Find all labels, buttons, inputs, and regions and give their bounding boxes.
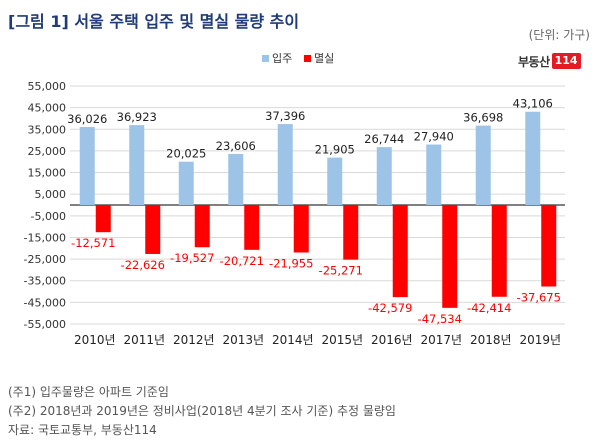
data-label-demolition: -37,675 [517, 291, 561, 305]
bar-demolition [442, 205, 458, 308]
data-label-move-in: 36,026 [67, 112, 107, 126]
bar-move-in [178, 161, 194, 205]
brand-logo: 부동산 114 [518, 52, 581, 70]
bar-demolition [145, 205, 161, 254]
bar-demolition [491, 205, 507, 297]
data-label-move-in: 27,940 [414, 130, 454, 144]
bar-move-in [525, 111, 541, 205]
x-tick-label: 2012년 [173, 333, 215, 347]
x-tick-label: 2017년 [420, 333, 462, 347]
legend-swatch-demolition [304, 55, 311, 62]
x-axis-ticks: 2010년 2011년 2012년 2013년 2014년 2015년 2016년 2017년… [74, 333, 561, 347]
data-label-demolition: -25,271 [319, 264, 363, 278]
y-tick-label: 15,000 [28, 167, 67, 180]
legend-swatch-move-in [262, 55, 269, 62]
data-labels: 36,026 -12,571 36,923 -22,626 20,025 -19,527 2… [67, 97, 561, 326]
data-label-demolition: -20,721 [220, 254, 264, 268]
data-label-demolition: -42,414 [467, 301, 511, 315]
source-note: 자료: 국토교통부, 부동산114 [8, 423, 157, 437]
bar-demolition [293, 205, 309, 253]
legend-label-demolition: 멸실 [314, 52, 334, 65]
bar-move-in [228, 153, 244, 205]
unit-label: (단위: 가구) [528, 28, 590, 42]
y-tick-label: 55,000 [28, 80, 67, 93]
data-label-move-in: 36,923 [117, 110, 157, 124]
x-tick-label: 2014년 [272, 333, 314, 347]
footnote-1: (주1) 입주물량은 아파트 기준임 [8, 385, 169, 399]
y-tick-label: -25,000 [24, 253, 66, 266]
logo-badge: 114 [551, 53, 581, 69]
bars [79, 111, 557, 308]
bar-move-in [327, 157, 343, 205]
y-tick-label: 45,000 [28, 102, 67, 115]
y-tick-label: -35,000 [24, 275, 66, 288]
data-label-move-in: 21,905 [315, 143, 355, 157]
y-tick-label: 35,000 [28, 123, 67, 136]
data-label-demolition: -21,955 [269, 257, 313, 271]
x-tick-label: 2016년 [371, 333, 413, 347]
legend-label-move-in: 입주 [272, 52, 292, 65]
bar-move-in [426, 144, 442, 205]
bar-move-in [475, 125, 491, 205]
y-axis-ticks: 55,000 45,000 35,000 25,000 15,000 5,000 -5,00… [24, 80, 66, 331]
y-tick-label: -55,000 [24, 318, 66, 331]
x-tick-label: 2011년 [123, 333, 165, 347]
y-tick-label: -5,000 [31, 210, 66, 223]
data-label-move-in: 20,025 [166, 147, 206, 161]
x-tick-label: 2013년 [222, 333, 264, 347]
y-tick-label: -45,000 [24, 296, 66, 309]
bar-move-in [277, 124, 293, 205]
bar-move-in [129, 125, 145, 205]
chart-title: [그림 1] 서울 주택 입주 및 멸실 물량 추이 [8, 12, 300, 31]
bar-demolition [244, 205, 260, 250]
bar-move-in [79, 127, 95, 205]
footnotes: (주1) 입주물량은 아파트 기준임 (주2) 2018년과 2019년은 정비… [8, 383, 396, 440]
bar-demolition [343, 205, 359, 260]
x-tick-label: 2010년 [74, 333, 116, 347]
footnote-2: (주2) 2018년과 2019년은 정비사업(2018년 4분기 조사 기준)… [8, 404, 396, 418]
data-label-demolition: -12,571 [71, 236, 115, 250]
bar-demolition [95, 205, 111, 233]
data-label-move-in: 37,396 [265, 109, 305, 123]
data-label-demolition: -42,579 [368, 301, 412, 315]
bar-demolition [194, 205, 210, 248]
data-label-move-in: 36,698 [463, 111, 503, 125]
legend: 입주 멸실 [262, 52, 334, 65]
y-tick-label: 5,000 [35, 188, 67, 201]
bar-demolition [541, 205, 557, 287]
bar-demolition [392, 205, 408, 298]
data-label-move-in: 26,744 [364, 132, 404, 146]
bar-move-in [376, 147, 392, 205]
y-tick-label: 25,000 [28, 145, 67, 158]
x-tick-label: 2015년 [321, 333, 363, 347]
y-tick-label: -15,000 [24, 231, 66, 244]
data-label-demolition: -19,527 [170, 251, 214, 265]
x-tick-label: 2019년 [519, 333, 561, 347]
data-label-move-in: 43,106 [513, 97, 553, 111]
logo-text: 부동산 [518, 54, 550, 69]
data-label-move-in: 23,606 [216, 139, 256, 153]
x-tick-label: 2018년 [470, 333, 512, 347]
bar-chart: 55,000 45,000 35,000 25,000 15,000 5,000 -5,00… [24, 52, 565, 347]
data-label-demolition: -47,534 [418, 312, 462, 326]
data-label-demolition: -22,626 [121, 258, 165, 272]
